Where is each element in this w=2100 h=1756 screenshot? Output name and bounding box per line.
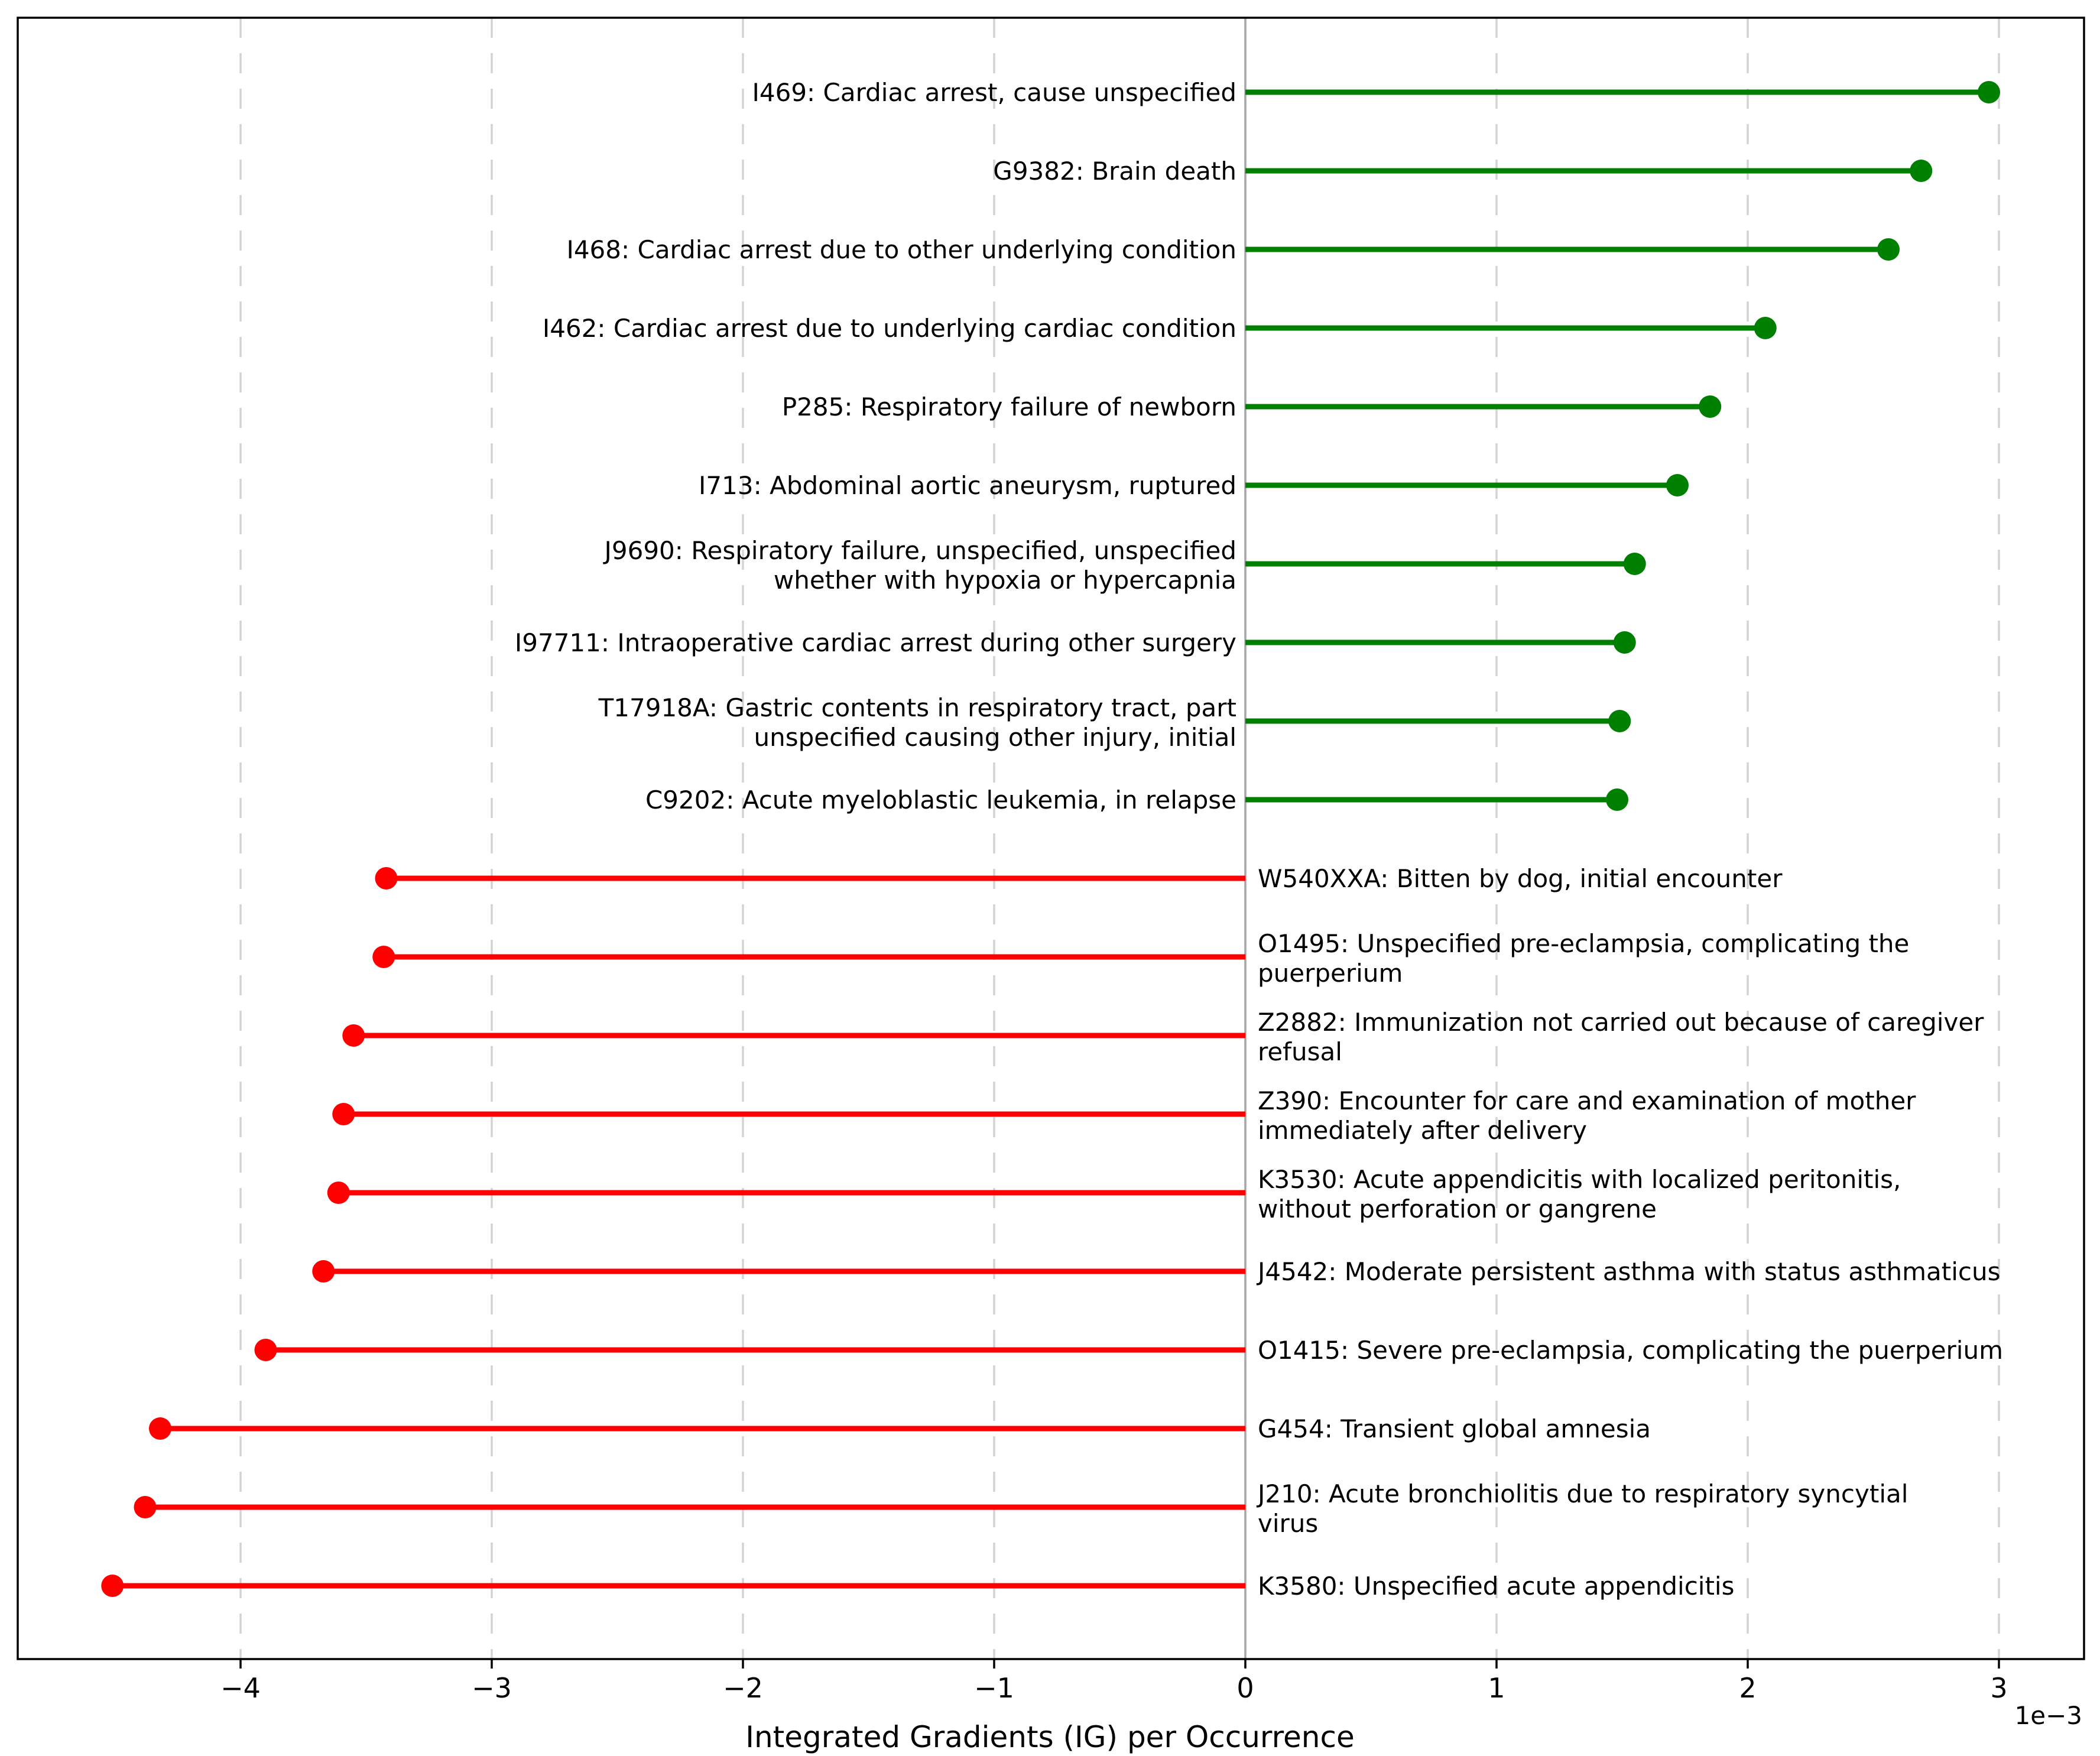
- lollipop-row-O1495: O1495: Unspecified pre-eclampsia, compli…: [372, 929, 1909, 988]
- category-label: O1415: Severe pre-eclampsia, complicatin…: [1258, 1336, 2003, 1365]
- data-point: [327, 1182, 350, 1204]
- x-tick-label: 3: [1990, 1672, 2007, 1704]
- category-label: O1495: Unspecified pre-eclampsia, compli…: [1258, 929, 1909, 988]
- category-label: K3580: Unspecified acute appendicitis: [1258, 1572, 1734, 1601]
- data-point: [1613, 631, 1636, 654]
- category-label: I462: Cardiac arrest due to underlying c…: [543, 314, 1236, 343]
- x-tick-label: −1: [974, 1672, 1014, 1704]
- lollipop-row-P285: P285: Respiratory failure of newborn: [782, 392, 1722, 421]
- lollipop-row-I713: I713: Abdominal aortic aneurysm, rupture…: [699, 471, 1689, 500]
- category-label: T17918A: Gastric contents in respiratory…: [598, 693, 1236, 752]
- data-point: [1623, 553, 1646, 575]
- x-tick-label: −2: [723, 1672, 763, 1704]
- category-label: C9202: Acute myeloblastic leukemia, in r…: [645, 786, 1236, 814]
- lollipop-row-I468: I468: Cardiac arrest due to other underl…: [566, 235, 1900, 264]
- x-axis-label: Integrated Gradients (IG) per Occurrence: [745, 1720, 1355, 1754]
- lollipop-row-K3580: K3580: Unspecified acute appendicitis: [101, 1572, 1734, 1601]
- category-label: G454: Transient global amnesia: [1258, 1414, 1651, 1443]
- category-label: W540XXA: Bitten by dog, initial encounte…: [1258, 864, 1783, 893]
- category-label: G9382: Brain death: [993, 157, 1236, 186]
- axis-offset-label: 1e−3: [2014, 1701, 2082, 1730]
- data-point: [1754, 317, 1777, 339]
- data-point: [1666, 474, 1689, 496]
- lollipop-row-J4542: J4542: Moderate persistent asthma with s…: [312, 1257, 2000, 1286]
- data-point: [342, 1024, 365, 1047]
- lollipop-row-O1415: O1415: Severe pre-eclampsia, complicatin…: [254, 1336, 2003, 1365]
- category-label: P285: Respiratory failure of newborn: [782, 392, 1236, 421]
- data-point: [372, 946, 395, 968]
- lollipop-row-C9202: C9202: Acute myeloblastic leukemia, in r…: [645, 786, 1628, 814]
- data-point: [1699, 395, 1722, 418]
- plot-border: [17, 17, 2085, 1660]
- category-label: I97711: Intraoperative cardiac arrest du…: [515, 628, 1236, 657]
- data-point: [1978, 81, 2000, 103]
- x-tick-label: 1: [1488, 1672, 1505, 1704]
- lollipop-row-T17918A: T17918A: Gastric contents in respiratory…: [598, 693, 1631, 752]
- category-label: J4542: Moderate persistent asthma with s…: [1256, 1257, 2000, 1286]
- data-point: [134, 1496, 157, 1518]
- lollipop-row-I97711: I97711: Intraoperative cardiac arrest du…: [515, 628, 1636, 657]
- x-tick-label: −4: [220, 1672, 261, 1704]
- category-label: K3530: Acute appendicitis with localized…: [1258, 1165, 1901, 1223]
- x-tick-label: 0: [1236, 1672, 1254, 1704]
- data-point: [332, 1103, 355, 1125]
- data-point: [312, 1260, 335, 1283]
- lollipop-row-W540XXA: W540XXA: Bitten by dog, initial encounte…: [375, 864, 1783, 893]
- category-label: Z2882: Immunization not carried out beca…: [1258, 1008, 1984, 1066]
- lollipop-row-I469: I469: Cardiac arrest, cause unspecified: [752, 78, 2000, 107]
- lollipop-row-Z2882: Z2882: Immunization not carried out beca…: [342, 1008, 1984, 1066]
- category-label: I713: Abdominal aortic aneurysm, rupture…: [699, 471, 1236, 500]
- data-point: [1877, 238, 1900, 261]
- x-tick-label: −3: [472, 1672, 512, 1704]
- lollipop-row-I462: I462: Cardiac arrest due to underlying c…: [543, 314, 1777, 343]
- lollipop-row-K3530: K3530: Acute appendicitis with localized…: [327, 1165, 1901, 1223]
- data-point: [1910, 160, 1933, 182]
- category-label: Z390: Encounter for care and examination…: [1258, 1086, 1916, 1145]
- data-point: [254, 1339, 277, 1361]
- lollipop-row-J210: J210: Acute bronchiolitis due to respira…: [134, 1479, 1908, 1538]
- category-label: J210: Acute bronchiolitis due to respira…: [1256, 1479, 1908, 1538]
- x-tick-label: 2: [1739, 1672, 1756, 1704]
- category-label: I468: Cardiac arrest due to other underl…: [566, 235, 1236, 264]
- data-point: [101, 1575, 124, 1597]
- data-point: [1606, 788, 1628, 811]
- data-point: [1608, 710, 1631, 732]
- lollipop-row-G9382: G9382: Brain death: [993, 157, 1933, 186]
- category-label: I469: Cardiac arrest, cause unspecified: [752, 78, 1236, 107]
- data-point: [149, 1417, 171, 1440]
- lollipop-row-Z390: Z390: Encounter for care and examination…: [332, 1086, 1916, 1145]
- lollipop-row-G454: G454: Transient global amnesia: [149, 1414, 1651, 1443]
- data-point: [375, 867, 398, 890]
- lollipop-row-J9690: J9690: Respiratory failure, unspecified,…: [602, 536, 1646, 595]
- category-label: J9690: Respiratory failure, unspecified,…: [602, 536, 1236, 595]
